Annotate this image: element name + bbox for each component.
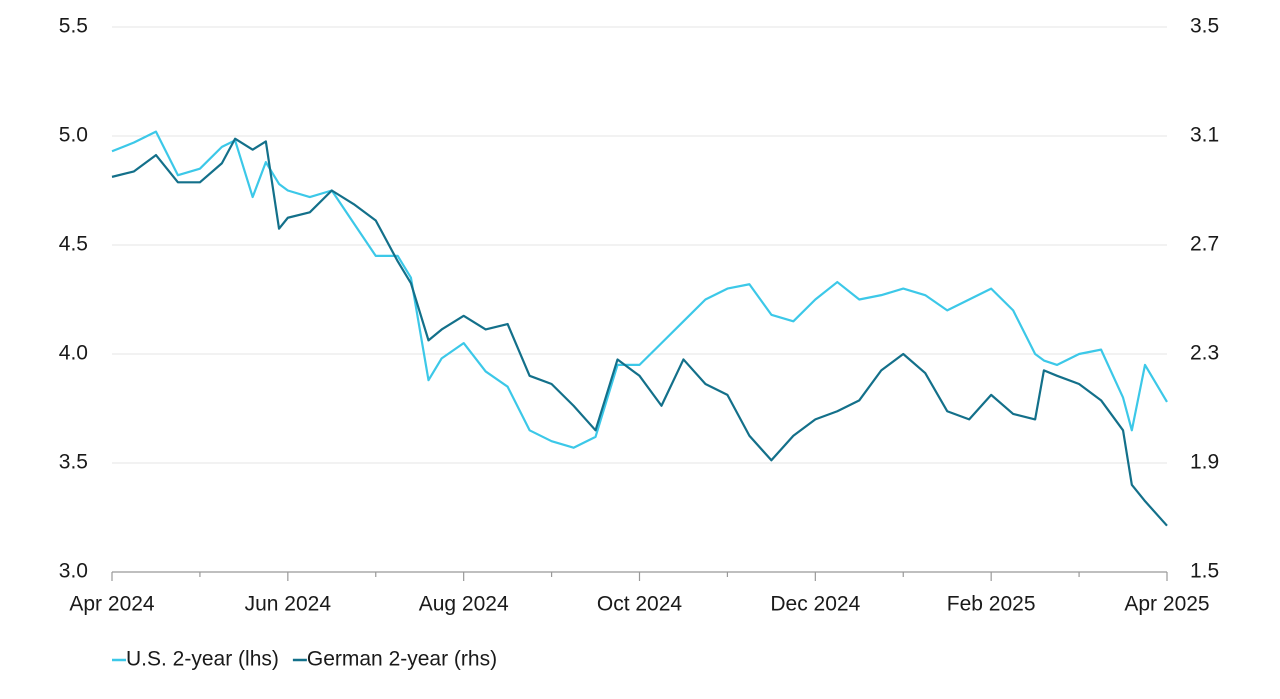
- x-tick-label: Aug 2024: [419, 593, 509, 616]
- y2-tick-label: 1.9: [1190, 451, 1219, 474]
- y2-tick-label: 1.5: [1190, 560, 1219, 583]
- y2-tick-label: 3.1: [1190, 124, 1219, 147]
- x-tick-label: Jun 2024: [245, 593, 332, 616]
- x-tick-label: Apr 2025: [1124, 593, 1209, 616]
- series-line: [111, 130, 1168, 449]
- x-tick-label: Dec 2024: [770, 593, 860, 616]
- x-tick-label: Oct 2024: [597, 593, 683, 616]
- y-tick-label: 5.0: [59, 124, 88, 147]
- legend-label: German 2-year (rhs): [307, 648, 497, 671]
- legend-label: U.S. 2-year (lhs): [126, 648, 279, 671]
- y2-tick-label: 3.5: [1190, 15, 1219, 38]
- series-line: [111, 137, 1168, 527]
- y-tick-label: 3.5: [59, 451, 88, 474]
- y-tick-label: 3.0: [59, 560, 88, 583]
- y-tick-label: 5.5: [59, 15, 88, 38]
- x-tick-label: Feb 2025: [947, 593, 1036, 616]
- y2-tick-label: 2.7: [1190, 233, 1219, 256]
- x-tick-label: Apr 2024: [69, 593, 155, 616]
- y-tick-label: 4.5: [59, 233, 88, 256]
- y-tick-label: 4.0: [59, 342, 88, 365]
- y2-tick-label: 2.3: [1190, 342, 1219, 365]
